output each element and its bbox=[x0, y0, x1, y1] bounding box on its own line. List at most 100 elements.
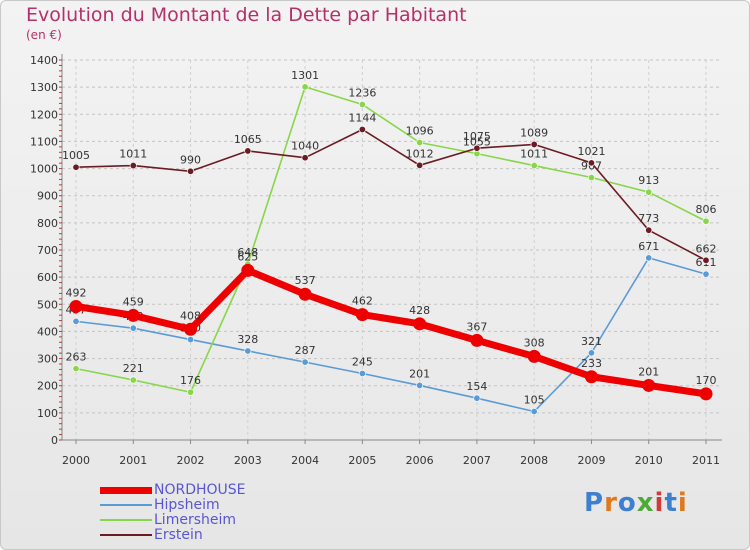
y-tick-label: 800 bbox=[37, 217, 58, 230]
data-point-hipsheim bbox=[244, 347, 252, 355]
data-label-erstein: 1089 bbox=[520, 126, 548, 139]
legend-swatch bbox=[100, 504, 152, 506]
x-tick-label: 2007 bbox=[463, 454, 491, 467]
x-tick-label: 2006 bbox=[406, 454, 434, 467]
data-label-erstein: 1075 bbox=[463, 130, 491, 143]
data-label-nordhouse: 492 bbox=[66, 286, 87, 299]
data-point-nordhouse bbox=[184, 322, 198, 336]
y-tick-label: 0 bbox=[51, 434, 58, 447]
data-label-limersheim: 806 bbox=[696, 203, 717, 216]
y-tick-label: 1000 bbox=[30, 163, 58, 176]
data-label-hipsheim: 154 bbox=[466, 380, 487, 393]
data-point-hipsheim bbox=[587, 349, 595, 357]
data-label-nordhouse: 537 bbox=[295, 274, 316, 287]
data-point-nordhouse bbox=[355, 308, 369, 322]
data-point-erstein bbox=[129, 162, 137, 170]
data-point-nordhouse bbox=[699, 387, 713, 401]
data-label-limersheim: 1011 bbox=[520, 148, 548, 161]
data-label-nordhouse: 459 bbox=[123, 295, 144, 308]
data-label-nordhouse: 428 bbox=[409, 304, 430, 317]
legend-label: Limersheim bbox=[154, 512, 237, 528]
legend-label: Erstein bbox=[154, 527, 203, 543]
brand-logo: Proxiti bbox=[584, 488, 688, 518]
data-label-limersheim: 1055 bbox=[463, 136, 491, 149]
y-tick-label: 900 bbox=[37, 190, 58, 203]
y-tick-label: 300 bbox=[37, 353, 58, 366]
data-label-hipsheim: 328 bbox=[237, 333, 258, 346]
data-label-limersheim: 263 bbox=[66, 351, 87, 364]
data-point-nordhouse bbox=[126, 308, 140, 322]
series-line-erstein bbox=[75, 128, 707, 262]
data-label-erstein: 773 bbox=[638, 212, 659, 225]
y-tick-label: 200 bbox=[37, 380, 58, 393]
data-point-erstein bbox=[530, 140, 538, 148]
data-point-hipsheim bbox=[72, 317, 80, 325]
y-tick-label: 600 bbox=[37, 271, 58, 284]
y-tick-label: 100 bbox=[37, 407, 58, 420]
legend-swatch bbox=[100, 487, 152, 494]
data-point-erstein bbox=[358, 125, 366, 133]
data-label-erstein: 1021 bbox=[577, 145, 605, 158]
brand-letter: t bbox=[664, 488, 678, 518]
data-label-limersheim: 1096 bbox=[406, 125, 434, 138]
x-tick-label: 2000 bbox=[62, 454, 90, 467]
data-point-erstein bbox=[473, 144, 481, 152]
data-point-erstein bbox=[645, 226, 653, 234]
data-point-erstein bbox=[244, 147, 252, 155]
data-point-limersheim bbox=[301, 83, 309, 91]
x-tick-label: 2001 bbox=[119, 454, 147, 467]
data-label-hipsheim: 671 bbox=[638, 240, 659, 253]
data-label-limersheim: 1236 bbox=[348, 87, 376, 100]
x-tick-label: 2003 bbox=[234, 454, 262, 467]
data-label-limersheim: 221 bbox=[123, 362, 144, 375]
y-tick-label: 1400 bbox=[30, 54, 58, 67]
data-point-nordhouse bbox=[241, 263, 255, 277]
x-tick-label: 2005 bbox=[348, 454, 376, 467]
series-line-hipsheim bbox=[75, 257, 707, 413]
chart-title: Evolution du Montant de la Dette par Hab… bbox=[26, 4, 467, 26]
data-label-hipsheim: 287 bbox=[295, 344, 316, 357]
data-point-nordhouse bbox=[527, 349, 541, 363]
data-point-limersheim bbox=[358, 101, 366, 109]
data-point-erstein bbox=[187, 167, 195, 175]
data-label-hipsheim: 201 bbox=[409, 367, 430, 380]
x-tick-label: 2004 bbox=[291, 454, 319, 467]
x-tick-label: 2008 bbox=[520, 454, 548, 467]
series-line-limersheim bbox=[75, 86, 707, 394]
data-label-limersheim: 648 bbox=[237, 246, 258, 259]
legend-swatch bbox=[100, 534, 152, 536]
brand-letter: r bbox=[604, 488, 618, 518]
data-label-nordhouse: 170 bbox=[696, 374, 717, 387]
y-tick-label: 1100 bbox=[30, 135, 58, 148]
brand-letter: i bbox=[677, 488, 688, 518]
data-point-erstein bbox=[587, 159, 595, 167]
data-point-limersheim bbox=[416, 139, 424, 147]
brand-letter: i bbox=[654, 488, 665, 518]
data-label-erstein: 1040 bbox=[291, 140, 319, 153]
data-label-nordhouse: 462 bbox=[352, 295, 373, 308]
series-line-nordhouse bbox=[72, 266, 710, 398]
legend-swatch bbox=[100, 519, 152, 521]
data-point-hipsheim bbox=[416, 381, 424, 389]
y-tick-label: 500 bbox=[37, 298, 58, 311]
data-label-erstein: 1012 bbox=[406, 147, 434, 160]
data-label-nordhouse: 625 bbox=[237, 250, 258, 263]
data-point-limersheim bbox=[702, 217, 710, 225]
data-point-nordhouse bbox=[584, 370, 598, 384]
data-point-nordhouse bbox=[69, 299, 83, 313]
data-point-limersheim bbox=[530, 162, 538, 170]
brand-letter: x bbox=[636, 488, 655, 518]
data-point-limersheim bbox=[187, 388, 195, 396]
data-label-nordhouse: 367 bbox=[466, 320, 487, 333]
data-point-erstein bbox=[416, 161, 424, 169]
data-point-erstein bbox=[301, 154, 309, 162]
data-label-nordhouse: 408 bbox=[180, 309, 201, 322]
x-tick-label: 2010 bbox=[635, 454, 663, 467]
data-point-hipsheim bbox=[301, 358, 309, 366]
y-tick-label: 1300 bbox=[30, 81, 58, 94]
y-tick-label: 1200 bbox=[30, 108, 58, 121]
data-label-limersheim: 913 bbox=[638, 174, 659, 187]
data-label-erstein: 990 bbox=[180, 153, 201, 166]
data-point-hipsheim bbox=[702, 270, 710, 278]
